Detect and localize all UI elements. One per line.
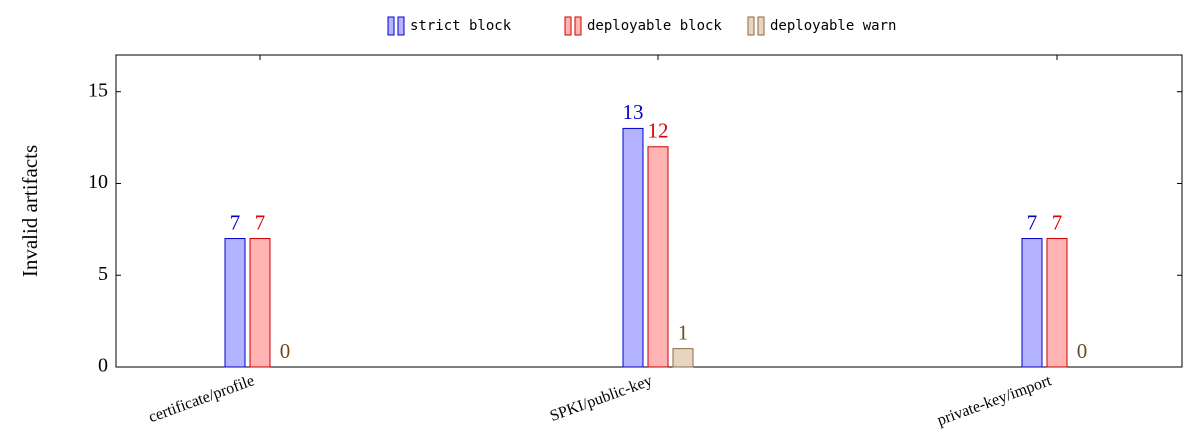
- bar: [622, 127, 644, 368]
- legend-swatch: [564, 16, 572, 36]
- bar: [224, 238, 246, 368]
- value-label: 7: [1027, 210, 1038, 234]
- y-axis-label: Invalid artifacts: [18, 145, 42, 277]
- value-label: 0: [280, 339, 291, 363]
- bar: [1046, 238, 1068, 368]
- x-tick-label: private-key/import: [935, 372, 1054, 429]
- legend-swatch: [397, 16, 405, 36]
- value-label: 13: [623, 100, 644, 124]
- legend-swatch: [747, 16, 755, 36]
- y-tick-label: 15: [88, 79, 108, 101]
- bar: [647, 146, 669, 368]
- y-tick-label: 5: [98, 263, 108, 285]
- legend-swatch: [387, 16, 395, 36]
- legend-swatch: [757, 16, 765, 36]
- legend-label: deployable block: [587, 18, 722, 34]
- legend-label: strict block: [410, 18, 512, 34]
- bar: [672, 348, 694, 368]
- value-label: 7: [255, 210, 266, 234]
- y-tick-label: 0: [98, 355, 108, 377]
- value-label: 7: [230, 210, 241, 234]
- legend-swatch: [574, 16, 582, 36]
- value-label: 12: [648, 119, 669, 143]
- bar: [249, 238, 271, 368]
- legend-label: deployable warn: [770, 18, 896, 34]
- bar: [1021, 238, 1043, 368]
- x-tick-label: certificate/profile: [146, 372, 256, 426]
- value-label: 1: [678, 320, 689, 344]
- y-tick-label: 10: [88, 171, 108, 193]
- x-tick-label: SPKI/public-key: [548, 372, 655, 425]
- value-label: 0: [1077, 339, 1088, 363]
- value-label: 7: [1052, 210, 1063, 234]
